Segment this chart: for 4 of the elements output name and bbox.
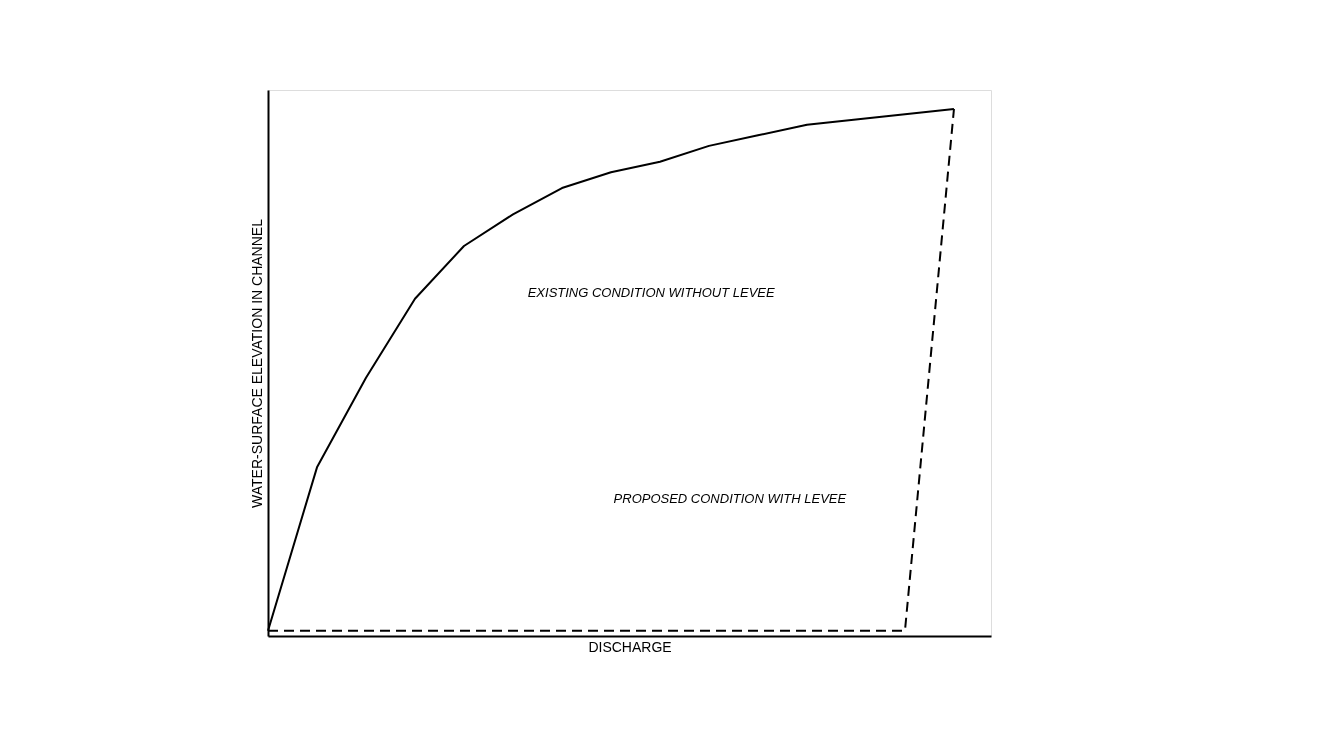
x-axis-title: DISCHARGE: [588, 638, 672, 655]
y-axis-title: WATER-SURFACE ELEVATION IN CHANNEL: [248, 218, 265, 508]
annotation: PROPOSED CONDITION WITH LEVEE: [613, 490, 847, 506]
annotation: EXISTING CONDITION WITHOUT LEVEE: [527, 285, 776, 301]
